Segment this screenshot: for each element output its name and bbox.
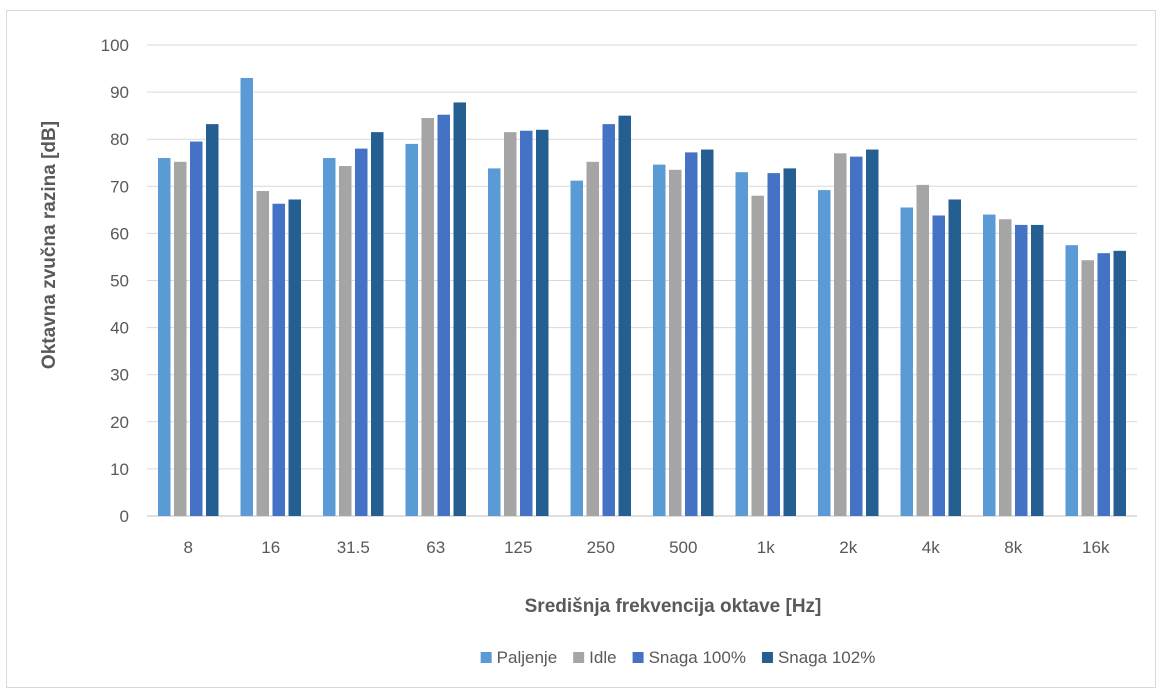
y-tick-label: 20 — [110, 413, 129, 432]
bar — [916, 184, 929, 516]
y-tick-label: 100 — [101, 36, 129, 55]
x-tick-label: 31.5 — [337, 538, 370, 557]
bar — [288, 199, 301, 516]
x-tick-label: 8 — [184, 538, 193, 557]
x-tick-label: 125 — [504, 538, 532, 557]
bar — [948, 199, 961, 516]
legend-swatch — [632, 652, 644, 663]
bar — [751, 195, 764, 516]
bar — [323, 158, 336, 517]
y-tick-label: 40 — [110, 319, 129, 338]
bar — [520, 130, 533, 517]
bar — [900, 207, 913, 516]
bar — [983, 214, 996, 516]
x-tick-label: 4k — [922, 538, 940, 557]
bar — [570, 180, 583, 516]
bar — [735, 172, 748, 517]
legend-item: Snaga 100% — [632, 648, 746, 667]
bar — [504, 132, 517, 516]
legend-label: Paljenje — [497, 648, 558, 667]
y-tick-label: 70 — [110, 177, 129, 196]
bar — [1031, 224, 1044, 516]
bar — [767, 173, 780, 516]
bar — [536, 129, 549, 516]
bar — [866, 149, 879, 516]
bar — [421, 118, 434, 516]
x-tick-label: 8k — [1004, 538, 1022, 557]
legend-item: Snaga 102% — [761, 648, 875, 667]
bar — [932, 215, 945, 516]
bar — [685, 152, 698, 516]
bar — [355, 148, 368, 516]
bar — [158, 158, 171, 517]
bar — [174, 161, 187, 517]
bar — [999, 219, 1012, 516]
legend-swatch — [480, 652, 492, 663]
bar — [272, 203, 285, 517]
x-tick-label: 500 — [669, 538, 697, 557]
bar-chart: 0 10 20 30 40 50 60 70 80 90 100 8 16 31.5 63 125 250 50… — [39, 36, 1137, 667]
bar — [339, 166, 352, 516]
legend-item: Idle — [573, 648, 617, 667]
x-tick-label: 63 — [426, 538, 445, 557]
x-tick-label: 250 — [587, 538, 615, 557]
x-tick-label: 16 — [261, 538, 280, 557]
bar — [1097, 253, 1110, 516]
legend-label: Snaga 100% — [649, 648, 746, 667]
legend-swatch — [573, 652, 585, 663]
y-tick-label: 90 — [110, 83, 129, 102]
x-tick-label: 2k — [839, 538, 857, 557]
y-axis-title: Oktavna zvučna razina [dB] — [39, 121, 60, 369]
legend-label: Snaga 102% — [778, 648, 875, 667]
bar — [437, 114, 450, 516]
legend-label: Idle — [589, 648, 616, 667]
y-tick-label: 10 — [110, 460, 129, 479]
bar — [190, 141, 203, 516]
y-tick-label: 80 — [110, 130, 129, 149]
legend: Paljenje Idle Snaga 100% Snaga 102% — [480, 648, 875, 667]
bar — [488, 168, 501, 517]
bar — [618, 115, 631, 517]
bar — [653, 164, 666, 516]
y-tick-label: 0 — [120, 507, 129, 526]
bar — [256, 191, 269, 516]
x-axis-title: Središnja frekvencija oktave [Hz] — [525, 596, 822, 617]
y-tick-labels: 0 10 20 30 40 50 60 70 80 90 100 — [101, 36, 129, 526]
bar — [818, 190, 831, 516]
y-tick-label: 60 — [110, 224, 129, 243]
y-tick-label: 30 — [110, 366, 129, 385]
bar — [371, 132, 384, 516]
chart-frame: 0 10 20 30 40 50 60 70 80 90 100 8 16 31.5 63 125 250 50… — [6, 10, 1156, 688]
bars — [158, 77, 1126, 517]
bar — [1065, 245, 1078, 517]
gridlines — [147, 44, 1137, 517]
bar — [453, 102, 466, 516]
y-tick-label: 50 — [110, 272, 129, 291]
x-tick-label: 16k — [1082, 538, 1110, 557]
bar — [834, 153, 847, 516]
bar — [1113, 250, 1126, 516]
bar — [405, 143, 418, 516]
bar — [669, 169, 682, 516]
bar — [602, 124, 615, 517]
bar — [586, 161, 599, 517]
bar — [240, 77, 253, 516]
bar — [206, 124, 219, 517]
bar — [783, 168, 796, 517]
x-tick-label: 1k — [757, 538, 775, 557]
bar — [1015, 224, 1028, 516]
x-tick-labels: 8 16 31.5 63 125 250 500 1k 2k 4k 8k 16k — [184, 538, 1110, 557]
legend-item: Paljenje — [480, 648, 558, 667]
legend-swatch — [761, 652, 773, 663]
bar — [701, 149, 714, 516]
bar — [1081, 260, 1094, 516]
bar — [850, 156, 863, 516]
